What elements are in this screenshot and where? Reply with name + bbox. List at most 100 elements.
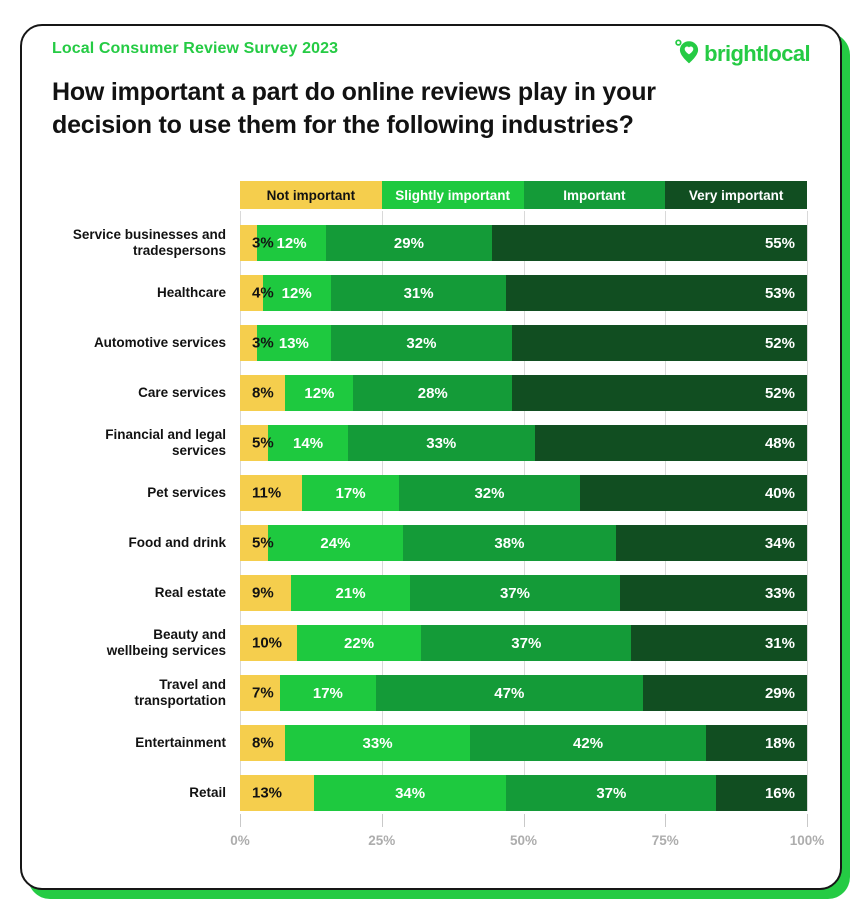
segment-value: 16%	[764, 784, 795, 802]
category-label: Real estate	[154, 585, 226, 600]
segment-value: 37%	[499, 584, 530, 602]
category-label: Healthcare	[156, 285, 226, 300]
category-label: Care services	[138, 385, 226, 400]
bar-segment: 9%	[240, 575, 292, 611]
segment-value: 11%	[252, 484, 282, 502]
bar-segment: 33%	[619, 575, 807, 611]
segment-value: 14%	[293, 434, 324, 452]
segment-value: 32%	[406, 334, 437, 352]
bar-segment: 12%	[262, 275, 331, 311]
segment-value: 29%	[764, 684, 795, 702]
segment-value: 10%	[252, 634, 283, 652]
axis-label-2: 50%	[509, 833, 538, 848]
segment-value: 34%	[395, 784, 426, 802]
segment-value: 12%	[276, 234, 307, 252]
segment-value: 12%	[304, 384, 335, 402]
segment-value: 48%	[764, 434, 795, 452]
segment-value: 47%	[494, 684, 525, 702]
segment-value: 53%	[764, 284, 795, 302]
bar-segment: 8%	[240, 375, 286, 411]
bar-segment: 7%	[240, 675, 280, 711]
segment-value: 33%	[362, 734, 393, 752]
category-label: Food and drink	[128, 535, 227, 550]
bar-segment: 31%	[631, 625, 807, 661]
bar-segment: 32%	[330, 325, 513, 361]
bar-row-1: Healthcare 4% 12% 31% 53%	[157, 275, 807, 311]
bar-segment: 52%	[512, 325, 807, 361]
bar-segment: 53%	[506, 275, 807, 311]
segment-value: 37%	[596, 784, 627, 802]
bar-segment: 24%	[268, 525, 403, 561]
axis-label-1: 25%	[368, 833, 396, 848]
axis-label-4: 100%	[789, 833, 825, 848]
segment-value: 4%	[252, 284, 274, 302]
segment-value: 37%	[511, 634, 542, 652]
bar-segment: 3%	[240, 225, 274, 261]
bar-row-5: Pet services 11% 17% 32% 40%	[147, 475, 807, 511]
bar-segment: 17%	[302, 475, 399, 511]
bar-row-11: Retail 13% 34% 37% 16%	[189, 775, 807, 811]
bar-segment: 29%	[325, 225, 492, 261]
bar-segment: 13%	[240, 775, 314, 811]
bar-segment: 5%	[240, 525, 274, 561]
segment-value: 7%	[252, 684, 274, 702]
segment-value: 3%	[252, 234, 274, 252]
bar-segment: 29%	[642, 675, 807, 711]
axis-tick-1	[381, 814, 383, 827]
segment-value: 13%	[252, 784, 283, 802]
bar-segment: 12%	[285, 375, 354, 411]
segment-value: 12%	[281, 284, 312, 302]
category-label: Service businesses and tradespersons	[72, 227, 226, 258]
brand-wordmark: brightlocal	[704, 41, 810, 66]
bar-segment: 8%	[240, 725, 285, 761]
bar-segment: 48%	[534, 425, 807, 461]
segment-value: 8%	[252, 734, 274, 752]
segment-value: 40%	[764, 484, 795, 502]
bar-rows: Service businesses and tradespersons 3% 12…	[73, 225, 807, 811]
bar-segment: 37%	[410, 575, 620, 611]
category-label: Travel and transportation	[134, 677, 226, 708]
bar-segment: 37%	[506, 775, 717, 811]
bar-segment: 47%	[376, 675, 643, 711]
bar-row-8: Beauty and wellbeing services 10% 22% 37% 31…	[107, 625, 807, 661]
bar-segment: 12%	[257, 225, 326, 261]
brand-logo: brightlocal	[674, 38, 811, 70]
bar-segment: 18%	[705, 725, 807, 761]
segment-value: 52%	[764, 334, 795, 352]
category-label: Automotive services	[93, 335, 226, 350]
bar-segment: 33%	[347, 425, 535, 461]
bar-segment: 34%	[616, 525, 807, 561]
category-label: Beauty and wellbeing services	[106, 627, 226, 658]
legend-item-2: Important	[523, 181, 666, 209]
bar-segment: 38%	[402, 525, 617, 561]
segment-value: 9%	[252, 584, 274, 602]
segment-value: 17%	[335, 484, 366, 502]
bar-row-9: Travel and transportation 7% 17% 47% 29%	[134, 675, 807, 711]
segment-value: 8%	[252, 384, 274, 402]
axis-tick-3	[665, 814, 667, 827]
segment-value: 5%	[252, 434, 274, 452]
segment-value: 21%	[335, 584, 366, 602]
axis-label-0: 0%	[230, 833, 250, 848]
bar-segment: 3%	[240, 325, 274, 361]
bar-segment: 16%	[716, 775, 807, 811]
segment-value: 34%	[764, 534, 795, 552]
legend-item-3: Very important	[665, 181, 807, 209]
category-label: Financial and legal services	[105, 427, 226, 458]
gridline-1	[381, 211, 383, 811]
gridline-4	[807, 211, 808, 811]
chart-legend: Not important Slightly important Important…	[240, 181, 807, 209]
segment-value: 28%	[417, 384, 448, 402]
category-label: Retail	[189, 785, 226, 800]
bar-segment: 42%	[470, 725, 706, 761]
bar-segment: 34%	[313, 775, 507, 811]
gridline-3	[665, 211, 667, 811]
bar-segment: 22%	[296, 625, 422, 661]
bar-segment: 52%	[512, 375, 807, 411]
axis-tick-0	[240, 814, 241, 827]
survey-label: Local Consumer Review Survey 2023	[52, 40, 339, 57]
segment-value: 33%	[426, 434, 457, 452]
bar-segment: 11%	[240, 475, 303, 511]
gridline-2	[523, 211, 525, 811]
segment-value: 3%	[252, 334, 274, 352]
